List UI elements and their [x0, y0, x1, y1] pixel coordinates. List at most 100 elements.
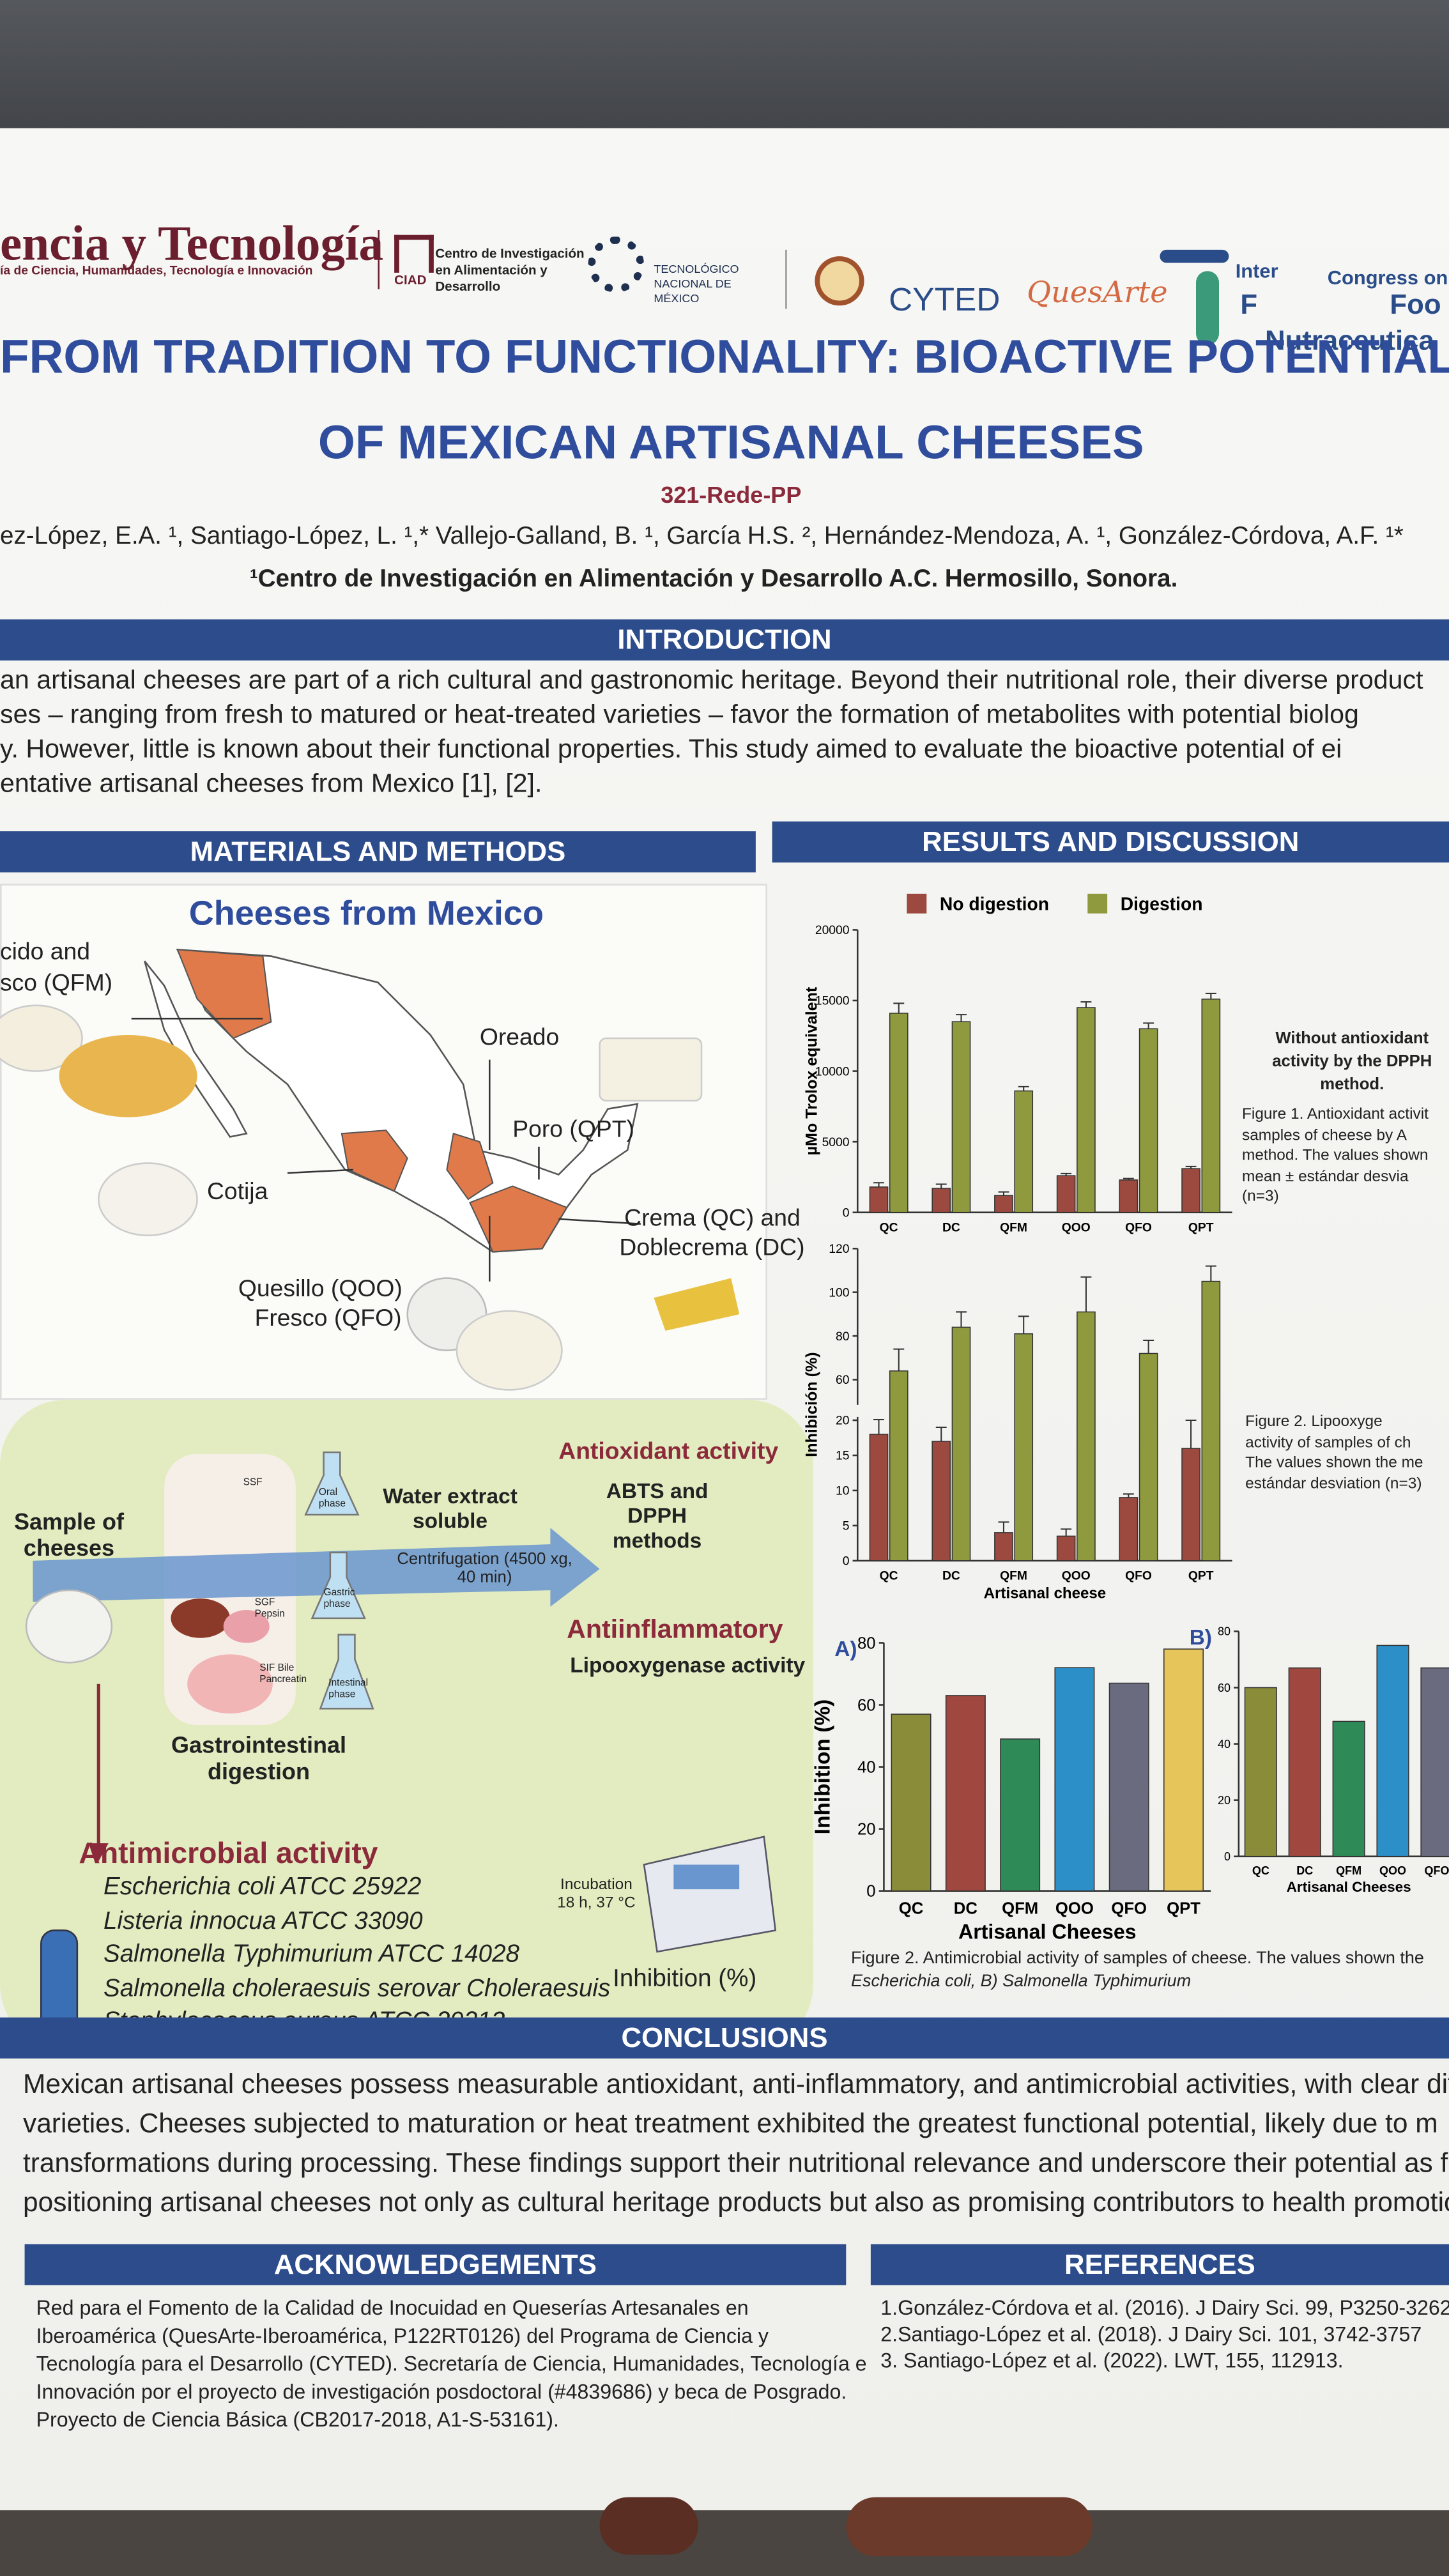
title: OF MEXICAN ARTISANAL CHEESES [318, 417, 1144, 470]
y-tick-label: 80 [836, 1330, 849, 1344]
section-heading: INTRODUCTION [0, 619, 1449, 661]
congress-icon [1196, 271, 1219, 345]
logo-text: Inter [1235, 259, 1278, 283]
text-line: Innovación por el proyecto de investigac… [36, 2380, 847, 2404]
bar [1376, 1644, 1409, 1857]
map-outline [176, 948, 639, 1253]
shoe [599, 2497, 698, 2555]
section-heading: ACKNOWLEDGEMENTS [24, 2244, 847, 2285]
x-tick-label: DC [942, 1221, 960, 1234]
method-label: Centrifugation (4500 xg, 40 min) [397, 1551, 572, 1587]
y-tick-label: 5000 [822, 1136, 850, 1149]
cheese-image [25, 1589, 113, 1664]
error-bar [1205, 992, 1216, 999]
bar [1138, 1353, 1158, 1561]
organ [223, 1610, 270, 1643]
bar [945, 1695, 986, 1892]
bar [1332, 1721, 1365, 1857]
x-tick-label: QFO [1125, 1221, 1152, 1234]
poster-code: 321-Rede-PP [661, 481, 802, 508]
logo-text: CYTED [889, 282, 1000, 319]
bar [1119, 1179, 1138, 1213]
panel-label: A) [834, 1637, 857, 1661]
bar [1077, 1311, 1096, 1561]
x-tick-label: QFO [1424, 1864, 1449, 1877]
x-tick-label: QPT [1188, 1569, 1214, 1583]
legend-label: No digestion [940, 894, 1049, 914]
x-tick-label: QFM [1002, 1900, 1038, 1918]
bar [951, 1326, 971, 1561]
shoe [846, 2497, 1092, 2557]
caption-line: Figure 1. Antioxidant activit [1242, 1105, 1429, 1124]
bar [1181, 1168, 1200, 1213]
y-tick-label: 15 [836, 1450, 849, 1463]
y-tick-label: 0 [843, 1555, 850, 1568]
section-heading: REFERENCES [870, 2244, 1449, 2285]
x-tick-label: QC [880, 1569, 898, 1583]
bar [1119, 1497, 1138, 1561]
x-tick-label: QPT [1188, 1221, 1214, 1234]
y-tick-label: 0 [866, 1883, 875, 1901]
bar [889, 1013, 908, 1213]
bar [1163, 1648, 1204, 1892]
error-bar [1018, 1085, 1029, 1091]
x-tick-label: QOO [1062, 1221, 1091, 1234]
x-tick-label: QFM [1000, 1221, 1027, 1234]
y-tick-label: 10000 [815, 1065, 850, 1078]
error-bar [1143, 1022, 1154, 1029]
text-line: ses – ranging from fresh to matured or h… [0, 702, 1359, 730]
logo-text: F [1240, 289, 1258, 321]
bar [869, 1434, 889, 1561]
x-tick-label: QC [880, 1221, 898, 1234]
error-bar [1061, 1528, 1072, 1537]
logo-divider [785, 249, 787, 309]
map-state [341, 1130, 408, 1192]
text-line: positioning artisanal cheeses not only a… [23, 2188, 1449, 2218]
bar-chart: 0 5 10 15 20 60 80 100 120 QC DC QFM QOO QFO QPT Inhibi… [803, 1243, 1232, 1602]
y-tick-label: 40 [1218, 1738, 1230, 1751]
flask [310, 1551, 366, 1620]
y-tick-label: 100 [829, 1286, 849, 1300]
caption-line: Escherichia coli, B) Salmonella Typhimur… [851, 1971, 1192, 1991]
text-line: Listeria innocua ATCC 33090 [103, 1906, 423, 1935]
cheese-image [0, 1004, 83, 1072]
legend-swatch [907, 893, 927, 914]
map-label: Poro (QPT) [512, 1117, 634, 1144]
logo-text: Nutraceutica [1265, 325, 1434, 356]
organ [187, 1654, 273, 1713]
x-tick-label: QOO [1379, 1864, 1406, 1877]
method-label: ABTS and DPPH methods [606, 1478, 709, 1552]
map-label: Crema (QC) and [624, 1206, 801, 1232]
organ [171, 1598, 230, 1638]
error-bar [956, 1014, 967, 1022]
text-line: Escherichia coli ATCC 25922 [103, 1873, 422, 1901]
bar [1420, 1667, 1449, 1857]
method-label: Sample of cheeses [13, 1508, 125, 1561]
text-line: Salmonella choleraesuis serovar Cholerae… [103, 1974, 611, 2002]
text-line: an artisanal cheeses are part of a rich … [0, 667, 1423, 695]
x-tick-label: QC [1252, 1864, 1269, 1877]
affiliation: ¹Centro de Investigación en Alimentación… [249, 565, 1178, 594]
flask [304, 1451, 360, 1516]
map-label: Cotija [207, 1179, 268, 1206]
y-axis-label: Inhibition (%) [811, 1699, 835, 1835]
legend-label: Digestion [1121, 894, 1203, 914]
text-line: Salmonella Typhimurium ATCC 14028 [103, 1940, 519, 1968]
error-bar [873, 1418, 884, 1434]
method-label: Antioxidant activity [558, 1439, 779, 1466]
caption-line: (n=3) [1242, 1188, 1279, 1206]
bar [1108, 1682, 1149, 1892]
method-label: Gastric phase [323, 1588, 355, 1610]
caption-line: estándar desviation (n=3) [1245, 1474, 1422, 1493]
map-state [446, 1132, 494, 1200]
text-line: entative artisanal cheeses from Mexico [… [0, 770, 542, 799]
error-bar [1205, 1265, 1216, 1282]
x-tick-label: QOO [1062, 1569, 1091, 1583]
bar [1201, 1280, 1221, 1561]
text-line: varieties. Cheeses subjected to maturati… [23, 2109, 1438, 2139]
bar [1244, 1687, 1277, 1857]
seal-icon [815, 256, 864, 306]
y-tick-label: 60 [836, 1374, 849, 1387]
